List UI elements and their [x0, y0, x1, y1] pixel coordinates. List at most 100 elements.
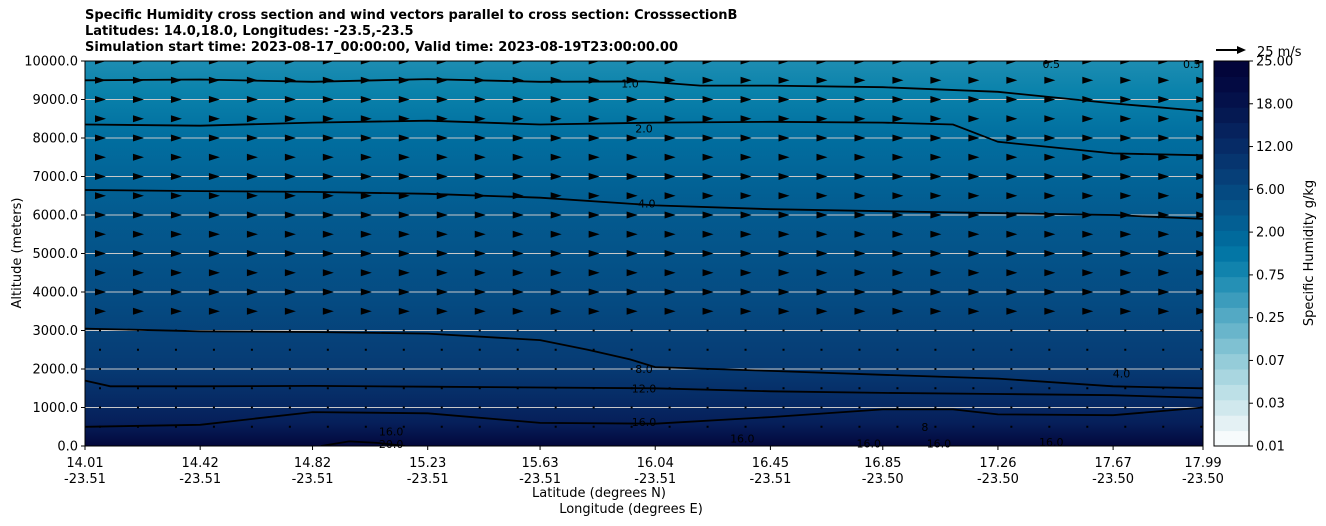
wind-vector — [740, 288, 752, 296]
wind-vector — [1158, 96, 1170, 103]
wind-vector — [702, 134, 714, 142]
wind-vector — [170, 61, 182, 65]
wind-vector — [360, 76, 372, 84]
wind-vector — [398, 134, 410, 142]
y-tick-label: 10000.0 — [24, 55, 78, 70]
wind-vector — [132, 115, 144, 123]
y-tick-label: 8000.0 — [33, 132, 79, 147]
wind-vector — [588, 192, 600, 200]
wind-vector — [474, 115, 486, 123]
wind-vector — [550, 211, 562, 219]
wind-vector — [816, 211, 828, 219]
colorbar-segment — [1214, 168, 1249, 185]
wind-vector — [322, 192, 334, 200]
wind-vector — [474, 134, 486, 142]
x-axis-label-latitude: Latitude (degrees N) — [532, 486, 666, 501]
wind-vector — [1048, 387, 1051, 390]
wind-vector — [892, 288, 904, 296]
wind-vector — [250, 425, 253, 428]
wind-vector — [778, 76, 790, 84]
wind-vector — [246, 211, 258, 219]
wind-vector — [778, 153, 790, 161]
wind-vector — [668, 425, 671, 428]
colorbar-segment — [1214, 415, 1249, 432]
wind-vector — [322, 76, 334, 84]
wind-vector — [554, 329, 557, 332]
wind-vector — [99, 387, 101, 390]
wind-vector — [322, 230, 334, 238]
colorbar-label: Specific Humidity g/kg — [1302, 180, 1317, 326]
contour-line — [85, 406, 1203, 428]
wind-vector — [1086, 387, 1089, 390]
wind-vector — [246, 173, 258, 180]
wind-vector — [930, 211, 942, 219]
wind-vector — [1006, 269, 1018, 277]
wind-vector — [132, 134, 144, 142]
wind-vector — [1044, 76, 1056, 84]
wind-vector — [626, 173, 638, 180]
wind-vector — [436, 288, 448, 296]
wind-vector — [820, 348, 823, 351]
wind-vector — [664, 96, 676, 103]
wind-vector — [1086, 329, 1089, 332]
wind-vector — [288, 387, 291, 390]
wind-vector — [1158, 250, 1170, 257]
wind-vector — [132, 250, 144, 257]
wind-vector — [516, 425, 519, 428]
wind-vector — [512, 307, 524, 315]
wind-vector — [132, 173, 144, 180]
wind-vector — [1082, 192, 1094, 200]
wind-vector — [554, 368, 557, 370]
wind-vector — [95, 134, 106, 142]
wind-vector — [972, 329, 975, 332]
wind-vector — [706, 406, 709, 409]
wind-vector — [212, 348, 215, 351]
wind-vector — [968, 61, 980, 65]
wind-vector — [816, 115, 828, 123]
wind-vector — [626, 250, 638, 257]
wind-vector — [360, 288, 372, 296]
wind-vector — [322, 288, 334, 296]
wind-vector — [440, 329, 443, 332]
wind-vector — [896, 406, 899, 409]
wind-vector — [398, 230, 410, 238]
wind-vector — [170, 115, 182, 123]
wind-vector — [664, 288, 676, 296]
wind-vector — [934, 348, 937, 351]
wind-vector — [322, 115, 334, 123]
wind-vector — [854, 230, 866, 238]
wind-vector — [246, 288, 258, 296]
y-tick-label: 7000.0 — [33, 170, 79, 185]
wind-vector — [1200, 368, 1203, 370]
colorbar-tick-label: 2.00 — [1256, 226, 1285, 241]
wind-vector — [550, 96, 562, 103]
wind-vector — [246, 153, 258, 161]
wind-vector — [740, 192, 752, 200]
wind-vector — [664, 230, 676, 238]
contour-label: 0.5 — [1183, 58, 1201, 71]
wind-vector — [360, 153, 372, 161]
x-tick-label-longitude: -23.50 — [1182, 472, 1224, 487]
x-tick-label-longitude: -23.50 — [1092, 472, 1134, 487]
wind-vector — [132, 269, 144, 277]
wind-vector — [1158, 307, 1170, 315]
wind-vector — [436, 173, 448, 180]
wind-vector — [550, 307, 562, 315]
x-tick-label-latitude: 14.42 — [182, 456, 219, 471]
contour-line — [85, 327, 1203, 390]
wind-vector — [1082, 307, 1094, 315]
contour-line — [85, 78, 1203, 112]
x-tick-label-latitude: 16.45 — [752, 456, 789, 471]
wind-vector — [554, 406, 557, 409]
wind-vector — [1048, 348, 1051, 351]
wind-vector — [1124, 348, 1127, 351]
wind-vector — [858, 329, 861, 332]
wind-vector — [474, 61, 486, 65]
wind-vector — [99, 368, 101, 370]
wind-vector — [1162, 348, 1165, 351]
wind-vector — [664, 76, 676, 84]
chart-title-line-2: Latitudes: 14.0,18.0, Longitudes: -23.5,… — [85, 24, 414, 39]
wind-vector — [1006, 211, 1018, 219]
wind-vector — [246, 307, 258, 315]
wind-vector — [1196, 76, 1203, 84]
